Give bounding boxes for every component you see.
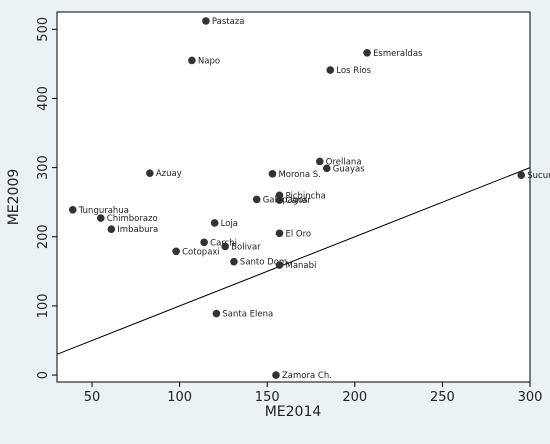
- y-tick-label: 200: [36, 224, 51, 249]
- data-point: [96, 214, 105, 222]
- data-point: [322, 164, 331, 173]
- data-point: [517, 171, 526, 180]
- data-point: [268, 170, 277, 178]
- x-tick-label: 150: [255, 390, 280, 405]
- reference-line: [56, 167, 531, 355]
- y-tick-label: 300: [36, 155, 51, 180]
- data-point: [212, 309, 221, 318]
- data-point: [68, 205, 77, 214]
- point-label: El Oro: [285, 229, 311, 239]
- data-point: [107, 225, 116, 233]
- point-label: Sucum: [527, 171, 550, 181]
- x-axis-title: ME2014: [265, 404, 322, 420]
- data-point: [315, 157, 324, 166]
- y-axis-title: ME2009: [6, 169, 22, 226]
- data-point: [210, 219, 219, 227]
- data-point: [363, 49, 371, 57]
- data-point: [172, 247, 180, 256]
- point-label: Bolivar: [231, 242, 261, 252]
- point-label: Cotopaxi: [182, 247, 220, 257]
- point-label: Santa Elena: [222, 310, 273, 320]
- y-tick-label: 500: [36, 17, 51, 42]
- y-tick-label: 100: [36, 294, 51, 319]
- x-tick-label: 100: [167, 390, 192, 405]
- point-label: Pichincha: [285, 191, 325, 201]
- y-tick-label: 0: [36, 371, 51, 379]
- point-label: Morona S.: [278, 170, 320, 180]
- point-label: Zamora Ch.: [282, 371, 332, 381]
- data-point: [202, 17, 210, 25]
- y-tick-label: 400: [36, 86, 51, 111]
- data-point: [230, 257, 238, 266]
- x-tick-label: 300: [518, 390, 543, 405]
- point-label: Los Rios: [336, 66, 371, 76]
- data-point: [200, 238, 208, 247]
- point-label: Tungurahua: [78, 206, 129, 216]
- data-point: [252, 195, 261, 204]
- data-point: [326, 66, 335, 74]
- point-label: Galapagos: [263, 195, 309, 205]
- point-label: Manabi: [285, 261, 316, 271]
- x-tick-label: 250: [430, 390, 455, 405]
- data-point: [275, 196, 284, 204]
- data-point: [272, 371, 280, 379]
- point-label: Canar: [285, 196, 311, 206]
- plot-area: [56, 11, 531, 383]
- point-label: Guayas: [333, 164, 365, 174]
- chart-marks: 50 100 150 200 250 300 0 100 200 300 400 500 Pastaza…: [36, 17, 550, 405]
- point-label: Napo: [198, 56, 220, 66]
- point-label: Pastaza: [212, 17, 245, 27]
- point-label: Chimborazo: [107, 214, 158, 224]
- point-label: Esmeraldas: [373, 49, 423, 59]
- x-tick-label: 50: [84, 390, 101, 405]
- point-label: Santo Dom.: [240, 258, 290, 268]
- data-point: [275, 229, 284, 238]
- data-point: [188, 56, 196, 65]
- point-label: Imbabura: [117, 225, 158, 235]
- point-label: Azuay: [156, 169, 182, 179]
- x-tick-label: 200: [342, 390, 367, 405]
- point-label: Loja: [221, 219, 238, 229]
- data-point: [146, 169, 154, 177]
- point-label: Orellana: [326, 157, 362, 167]
- data-point: [275, 261, 284, 269]
- data-point: [221, 242, 229, 251]
